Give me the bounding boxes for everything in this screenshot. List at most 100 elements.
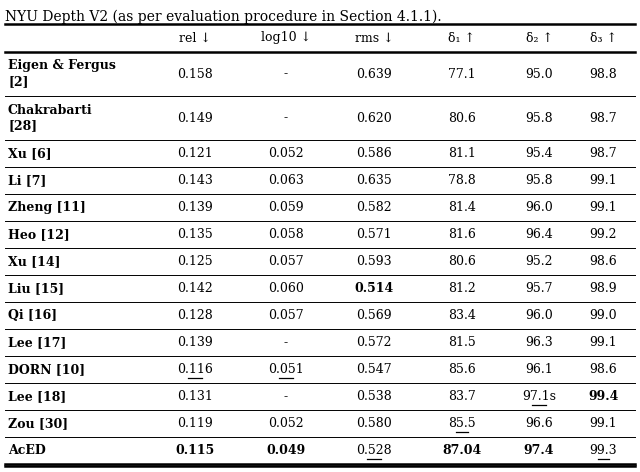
Text: -: - [284,111,288,125]
Text: Lee [18]: Lee [18] [8,390,67,403]
Text: rms ↓: rms ↓ [355,32,394,44]
Text: 99.2: 99.2 [589,228,617,241]
Text: 98.7: 98.7 [589,111,618,125]
Text: 0.528: 0.528 [356,444,392,457]
Text: Liu [15]: Liu [15] [8,282,64,295]
Text: 0.514: 0.514 [355,282,394,295]
Text: 95.8: 95.8 [525,174,553,187]
Text: -: - [284,390,288,403]
Text: 0.119: 0.119 [177,417,213,430]
Text: 96.0: 96.0 [525,309,553,322]
Text: 81.6: 81.6 [448,228,476,241]
Text: 0.586: 0.586 [356,147,392,160]
Text: 96.1: 96.1 [525,363,553,376]
Text: 80.6: 80.6 [448,255,476,268]
Text: 0.057: 0.057 [268,255,304,268]
Text: Qi [16]: Qi [16] [8,309,57,322]
Text: 0.538: 0.538 [356,390,392,403]
Text: 0.149: 0.149 [177,111,213,125]
Text: 95.8: 95.8 [525,111,553,125]
Text: 85.6: 85.6 [448,363,476,376]
Text: 0.057: 0.057 [268,309,304,322]
Text: Zheng [11]: Zheng [11] [8,201,86,214]
Text: 0.052: 0.052 [268,147,304,160]
Text: 0.135: 0.135 [177,228,213,241]
Text: 83.4: 83.4 [448,309,476,322]
Text: 98.9: 98.9 [589,282,618,295]
Text: -: - [284,336,288,349]
Text: 95.0: 95.0 [525,67,553,81]
Text: 98.6: 98.6 [589,363,618,376]
Text: δ₁ ↑: δ₁ ↑ [449,32,476,44]
Text: log10 ↓: log10 ↓ [261,32,311,44]
Text: 0.582: 0.582 [356,201,392,214]
Text: 0.059: 0.059 [268,201,304,214]
Text: 0.569: 0.569 [356,309,392,322]
Text: 0.116: 0.116 [177,363,213,376]
Text: Li [7]: Li [7] [8,174,46,187]
Text: 99.3: 99.3 [589,444,618,457]
Text: Xu [14]: Xu [14] [8,255,61,268]
Text: 95.2: 95.2 [525,255,553,268]
Text: 96.4: 96.4 [525,228,553,241]
Text: 98.6: 98.6 [589,255,618,268]
Text: 99.1: 99.1 [589,336,618,349]
Text: 96.3: 96.3 [525,336,553,349]
Text: 85.5: 85.5 [448,417,476,430]
Text: 99.4: 99.4 [588,390,619,403]
Text: 97.4: 97.4 [524,444,554,457]
Text: 78.8: 78.8 [448,174,476,187]
Text: 0.058: 0.058 [268,228,304,241]
Text: 96.0: 96.0 [525,201,553,214]
Text: 87.04: 87.04 [442,444,482,457]
Text: 81.5: 81.5 [448,336,476,349]
Text: 83.7: 83.7 [448,390,476,403]
Text: 81.4: 81.4 [448,201,476,214]
Text: 0.142: 0.142 [177,282,213,295]
Text: Lee [17]: Lee [17] [8,336,67,349]
Text: Zou [30]: Zou [30] [8,417,68,430]
Text: 0.128: 0.128 [177,309,213,322]
Text: 96.6: 96.6 [525,417,553,430]
Text: 0.139: 0.139 [177,201,213,214]
Text: 0.593: 0.593 [356,255,392,268]
Text: rel ↓: rel ↓ [179,32,211,44]
Text: 98.8: 98.8 [589,67,618,81]
Text: 0.063: 0.063 [268,174,304,187]
Text: 99.1: 99.1 [589,417,618,430]
Text: 0.121: 0.121 [177,147,213,160]
Text: 0.060: 0.060 [268,282,304,295]
Text: Eigen & Fergus
[2]: Eigen & Fergus [2] [8,59,116,89]
Text: 95.7: 95.7 [525,282,553,295]
Text: DORN [10]: DORN [10] [8,363,85,376]
Text: 81.2: 81.2 [448,282,476,295]
Text: 0.143: 0.143 [177,174,213,187]
Text: δ₂ ↑: δ₂ ↑ [525,32,552,44]
Text: Xu [6]: Xu [6] [8,147,52,160]
Text: 97.1s: 97.1s [522,390,556,403]
Text: 0.131: 0.131 [177,390,213,403]
Text: 99.1: 99.1 [589,174,618,187]
Text: 0.139: 0.139 [177,336,213,349]
Text: 0.051: 0.051 [268,363,304,376]
Text: 0.158: 0.158 [177,67,213,81]
Text: AcED: AcED [8,444,45,457]
Text: 0.620: 0.620 [356,111,392,125]
Text: 98.7: 98.7 [589,147,618,160]
Text: 99.0: 99.0 [589,309,618,322]
Text: Heo [12]: Heo [12] [8,228,70,241]
Text: 0.125: 0.125 [177,255,213,268]
Text: 81.1: 81.1 [448,147,476,160]
Text: -: - [284,67,288,81]
Text: 0.572: 0.572 [356,336,392,349]
Text: 99.1: 99.1 [589,201,618,214]
Text: 0.049: 0.049 [266,444,306,457]
Text: Chakrabarti
[28]: Chakrabarti [28] [8,103,93,133]
Text: 0.115: 0.115 [175,444,214,457]
Text: 77.1: 77.1 [448,67,476,81]
Text: δ₃ ↑: δ₃ ↑ [590,32,617,44]
Text: 0.639: 0.639 [356,67,392,81]
Text: 0.571: 0.571 [356,228,392,241]
Text: 0.580: 0.580 [356,417,392,430]
Text: 0.547: 0.547 [356,363,392,376]
